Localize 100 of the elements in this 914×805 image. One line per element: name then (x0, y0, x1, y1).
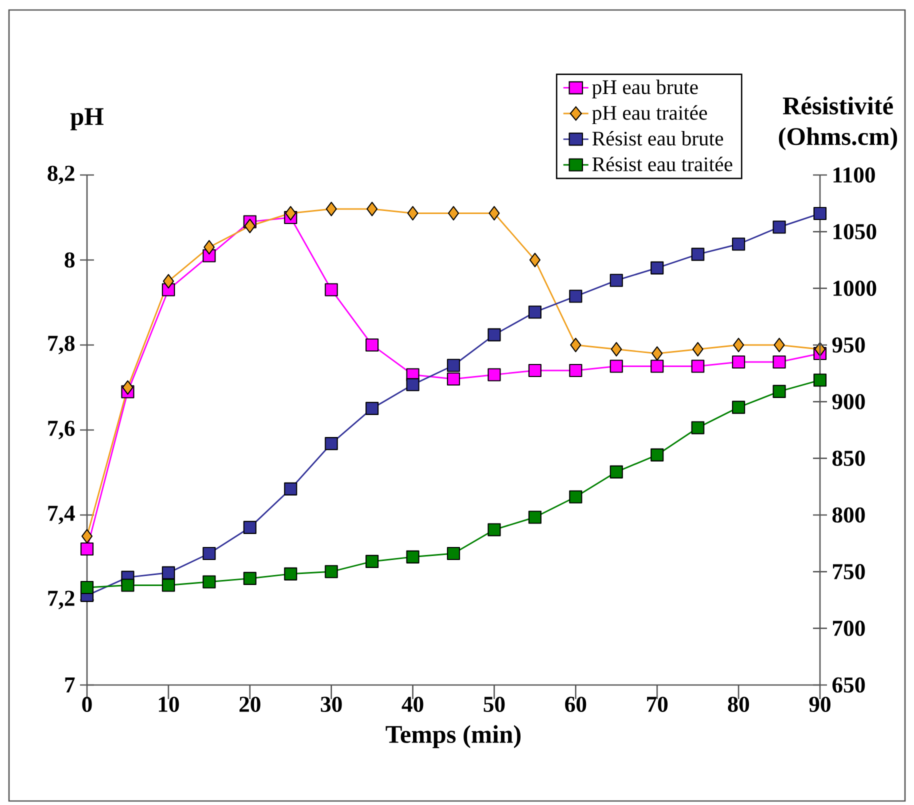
x-axis-title: Temps (min) (386, 725, 521, 748)
point (488, 368, 501, 382)
point (366, 338, 379, 352)
x-tick-label: 90 (809, 696, 830, 712)
y-axis-title: pH (70, 108, 104, 130)
y2-tick-label: 800 (832, 507, 865, 523)
y2-tick-label: 700 (833, 620, 865, 636)
point (284, 482, 298, 496)
point (202, 546, 216, 560)
point (406, 550, 420, 564)
point (813, 206, 827, 220)
x-tick-label: 70 (647, 696, 668, 712)
point (80, 580, 94, 594)
point (732, 400, 746, 414)
point (610, 274, 623, 287)
y-tick-label: 7 (65, 678, 75, 692)
point (652, 346, 663, 361)
point (529, 252, 540, 268)
point (446, 358, 460, 372)
y-tick-label: 7,6 (48, 420, 75, 440)
point (610, 342, 622, 356)
point (732, 355, 746, 369)
point (732, 238, 746, 251)
point (692, 342, 704, 356)
point (407, 206, 418, 220)
point (691, 360, 704, 373)
point (324, 565, 338, 578)
x-tick-label: 80 (728, 696, 750, 712)
point (122, 380, 134, 395)
point (772, 355, 786, 369)
point (813, 374, 827, 387)
point (650, 448, 664, 462)
point (448, 206, 460, 220)
legend-label: pH eau traitée (592, 105, 707, 124)
y-tick-label: 8,2 (48, 166, 74, 184)
point (446, 372, 460, 386)
point (774, 338, 785, 352)
x-tick-label: 30 (320, 696, 342, 712)
point (162, 566, 175, 580)
y2-tick-label: 1050 (834, 224, 876, 240)
point (243, 520, 256, 534)
y2-tick-label: 1100 (834, 167, 875, 183)
point (528, 510, 542, 524)
x-tick-label: 40 (402, 696, 424, 712)
point (528, 364, 542, 378)
point (569, 490, 582, 504)
y2-tick-label: 850 (832, 450, 865, 466)
x-tick-label: 60 (565, 696, 586, 712)
legend-label: pH eau brute (592, 80, 698, 98)
point (202, 575, 216, 588)
y-tick-label: 7,8 (48, 336, 75, 354)
y2-tick-label: 950 (832, 337, 865, 353)
point (772, 220, 786, 234)
point (366, 402, 379, 415)
y-tick-label: 8 (64, 252, 75, 268)
point (569, 364, 582, 378)
point (569, 290, 582, 303)
point (570, 338, 582, 352)
point (406, 378, 420, 392)
legend-label: Résist eau brute (592, 131, 724, 146)
point (80, 542, 94, 556)
point (324, 283, 338, 296)
point (366, 554, 379, 568)
y-tick-label: 7,4 (48, 506, 75, 524)
point (488, 328, 501, 342)
point (285, 206, 296, 220)
point (488, 206, 500, 220)
point (446, 546, 460, 560)
x-tick-label: 0 (82, 696, 92, 712)
point (81, 529, 93, 544)
y2-tick-label: 750 (833, 564, 865, 580)
point (162, 578, 175, 592)
y2-tick-label: 900 (832, 394, 865, 410)
point (121, 578, 134, 592)
point (326, 202, 337, 216)
y-tick-label: 7,2 (48, 590, 74, 610)
point (324, 437, 338, 450)
point (733, 338, 744, 352)
point (244, 218, 256, 234)
point (691, 421, 704, 434)
point (772, 384, 786, 398)
point (691, 248, 704, 261)
x-tick-label: 10 (158, 696, 179, 712)
point (650, 261, 664, 274)
point (610, 360, 623, 373)
point (610, 465, 623, 478)
point (366, 202, 378, 216)
point (204, 240, 215, 254)
point (488, 523, 501, 536)
x-tick-label: 20 (240, 696, 260, 712)
point (650, 360, 664, 373)
point (162, 274, 174, 288)
point (243, 572, 256, 585)
point (284, 567, 298, 580)
y2-tick-label: 1000 (834, 280, 876, 296)
legend-label: Résist eau traitée (592, 156, 732, 172)
y2-axis-title: Résistivité (Ohms.cm) (778, 96, 898, 150)
point (528, 306, 542, 319)
y2-tick-label: 650 (832, 677, 865, 693)
x-tick-label: 50 (484, 696, 505, 712)
